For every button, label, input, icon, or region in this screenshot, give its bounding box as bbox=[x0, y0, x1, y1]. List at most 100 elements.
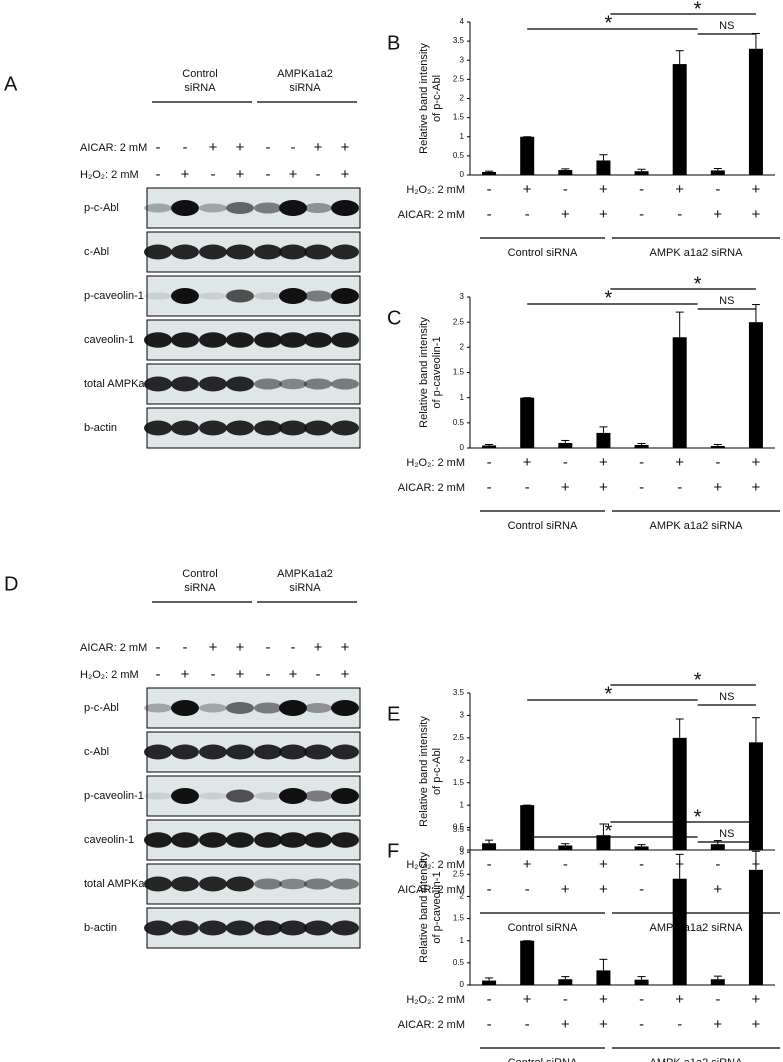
y-tick-label: 3 bbox=[460, 711, 465, 720]
error-bar bbox=[637, 168, 646, 172]
band bbox=[304, 920, 332, 936]
y-tick-label: 0.5 bbox=[453, 958, 465, 967]
sign: + bbox=[752, 991, 761, 1008]
error-bar bbox=[485, 839, 494, 844]
sign: + bbox=[341, 166, 350, 183]
band bbox=[199, 744, 227, 760]
error-bar bbox=[485, 170, 494, 172]
sign: + bbox=[314, 139, 323, 156]
error-bar bbox=[599, 426, 608, 433]
band bbox=[304, 703, 332, 713]
sign: - bbox=[183, 139, 188, 156]
band bbox=[331, 244, 359, 260]
bar bbox=[558, 979, 573, 985]
band bbox=[226, 702, 254, 714]
sign: - bbox=[677, 1016, 682, 1033]
sign: + bbox=[675, 454, 684, 471]
band bbox=[254, 878, 282, 890]
y-tick-label: 0.5 bbox=[453, 823, 465, 832]
error-bar bbox=[713, 443, 722, 446]
band bbox=[144, 376, 172, 392]
band bbox=[226, 832, 254, 848]
sign: - bbox=[487, 1016, 492, 1033]
sign: - bbox=[291, 139, 296, 156]
band bbox=[304, 878, 332, 890]
sign: - bbox=[156, 139, 161, 156]
panel-letter: E bbox=[387, 703, 400, 725]
error-bar bbox=[599, 154, 608, 161]
band bbox=[171, 244, 199, 260]
error-bar bbox=[637, 442, 646, 445]
condition-label: AICAR: 2 mM bbox=[398, 1019, 465, 1031]
band bbox=[304, 332, 332, 348]
y-tick-label: 4 bbox=[460, 17, 465, 26]
bar bbox=[748, 48, 763, 175]
bar bbox=[672, 64, 687, 175]
y-tick-label: 0.5 bbox=[453, 418, 465, 427]
sign: + bbox=[236, 139, 245, 156]
sign: - bbox=[639, 206, 644, 223]
panel-letter: D bbox=[4, 573, 18, 595]
band bbox=[254, 832, 282, 848]
sign: + bbox=[209, 639, 218, 656]
sign: + bbox=[752, 479, 761, 496]
band bbox=[226, 420, 254, 436]
band bbox=[304, 378, 332, 390]
error-bar bbox=[713, 167, 722, 171]
band bbox=[279, 378, 307, 390]
y-tick-label: 2 bbox=[460, 755, 465, 764]
band bbox=[171, 700, 199, 716]
group-label: AMPKa1a2 bbox=[277, 568, 333, 580]
band bbox=[144, 703, 172, 713]
sign: + bbox=[289, 666, 298, 683]
sign: + bbox=[599, 856, 608, 873]
sign: + bbox=[599, 991, 608, 1008]
error-bar bbox=[675, 311, 684, 338]
bar bbox=[482, 171, 497, 175]
sign: - bbox=[715, 991, 720, 1008]
sign: + bbox=[599, 454, 608, 471]
y-tick-label: 2.5 bbox=[453, 74, 465, 83]
y-tick-label: 2 bbox=[460, 892, 465, 901]
sig-star: * bbox=[694, 0, 702, 20]
sig-ns: NS bbox=[719, 691, 734, 703]
sign: - bbox=[487, 881, 492, 898]
sign: - bbox=[525, 479, 530, 496]
band bbox=[254, 378, 282, 390]
sign: - bbox=[487, 206, 492, 223]
group-label: Control siRNA bbox=[508, 1057, 578, 1062]
band bbox=[331, 378, 359, 390]
bar bbox=[634, 979, 649, 985]
sign: - bbox=[639, 991, 644, 1008]
bar bbox=[482, 843, 497, 850]
sign: + bbox=[599, 206, 608, 223]
error-bar bbox=[637, 976, 646, 980]
group-label: Control bbox=[182, 68, 217, 80]
band bbox=[304, 832, 332, 848]
band bbox=[331, 788, 359, 804]
y-axis-label: Relative band intensity bbox=[418, 43, 430, 154]
band bbox=[331, 200, 359, 216]
y-tick-label: 1 bbox=[460, 800, 465, 809]
panel-letter: A bbox=[4, 73, 18, 95]
band bbox=[144, 203, 172, 213]
group-label: Control siRNA bbox=[508, 247, 578, 259]
sign: - bbox=[487, 479, 492, 496]
error-bar bbox=[675, 50, 684, 65]
band bbox=[226, 376, 254, 392]
band bbox=[171, 876, 199, 892]
sign: + bbox=[561, 1016, 570, 1033]
band bbox=[279, 700, 307, 716]
band bbox=[226, 289, 254, 303]
sign: - bbox=[156, 639, 161, 656]
bar bbox=[520, 136, 535, 175]
panel-letter: B bbox=[387, 32, 400, 54]
band bbox=[171, 920, 199, 936]
group-label: AMPK a1a2 siRNA bbox=[650, 1057, 744, 1062]
error-bar bbox=[485, 443, 494, 446]
bar bbox=[596, 160, 611, 175]
band bbox=[199, 292, 227, 300]
sign: - bbox=[156, 666, 161, 683]
sign: - bbox=[563, 856, 568, 873]
band bbox=[144, 876, 172, 892]
